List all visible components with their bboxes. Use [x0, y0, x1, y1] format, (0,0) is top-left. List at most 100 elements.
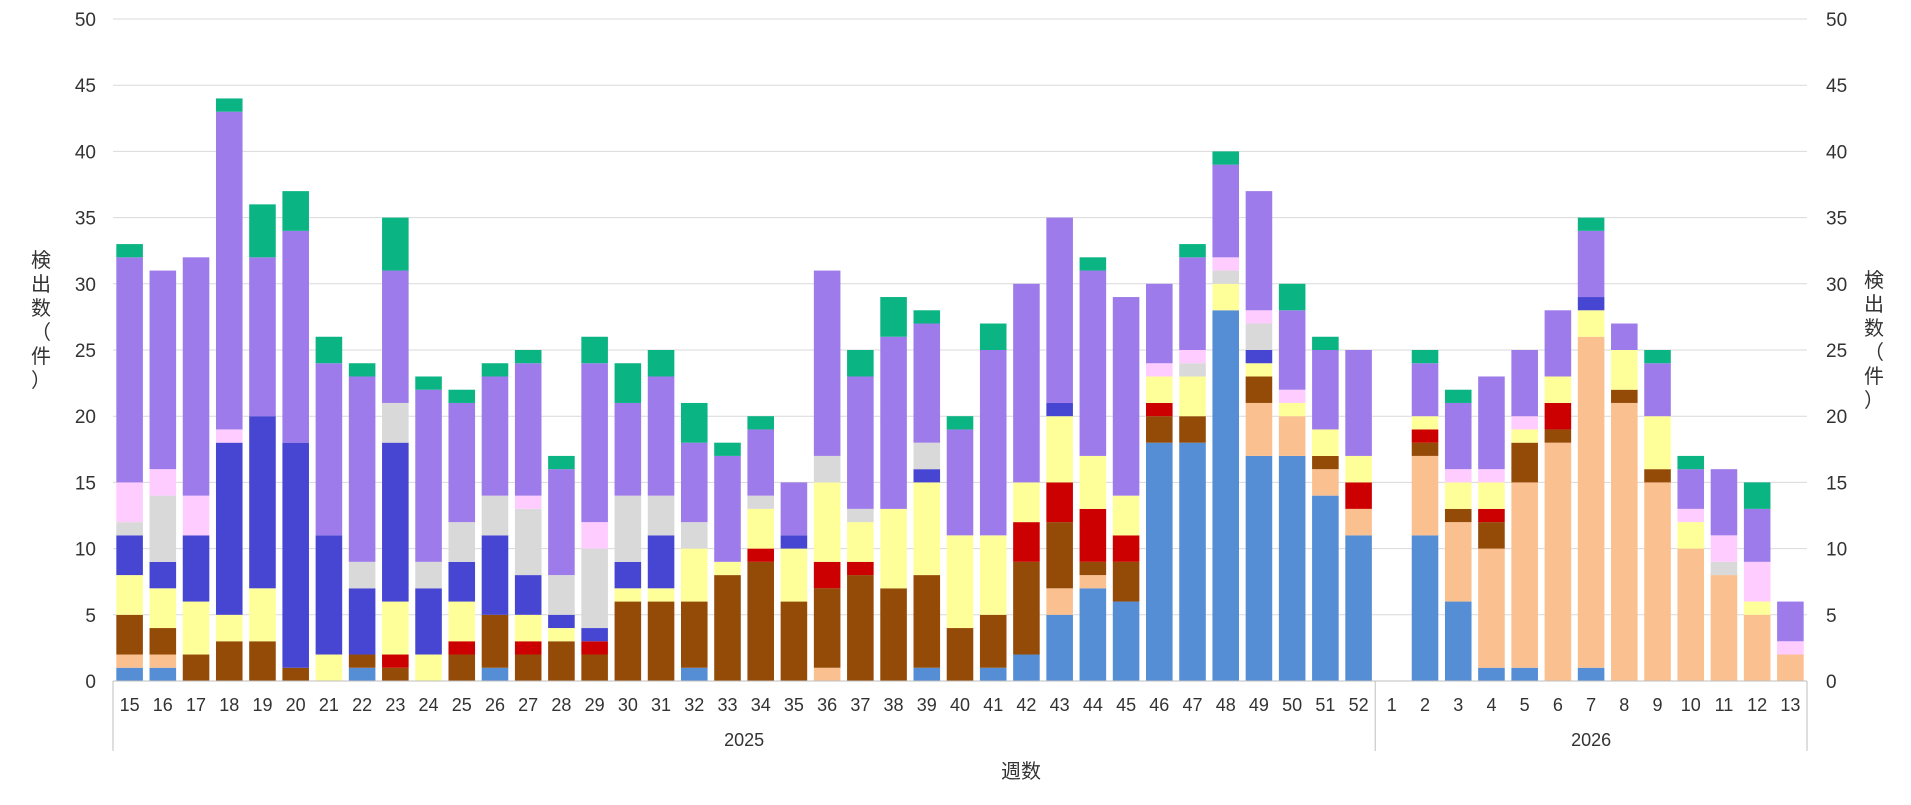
- bar-segment: [149, 654, 177, 668]
- bar-segment: [1079, 561, 1107, 576]
- x-tick-label: 40: [950, 695, 970, 715]
- x-tick-label: 23: [385, 695, 405, 715]
- bar-segment: [1511, 416, 1538, 430]
- bar-segment: [149, 270, 177, 470]
- bar-segment: [1212, 257, 1240, 271]
- bar-segment: [614, 495, 642, 562]
- bar-segment: [1444, 389, 1472, 403]
- bar-segment: [1743, 508, 1771, 562]
- bar-segment: [1511, 350, 1538, 417]
- bar-segment: [581, 654, 608, 681]
- bar-segment: [1511, 429, 1538, 443]
- bar-segment: [215, 429, 243, 443]
- bar-segment: [1146, 442, 1173, 681]
- bar-segment: [182, 535, 210, 602]
- bar-segment: [813, 561, 841, 589]
- y-tick-label-left: 50: [75, 10, 96, 31]
- bar-segment: [714, 561, 741, 576]
- bar-segment: [946, 535, 974, 629]
- bar-segment: [1611, 323, 1638, 350]
- bar-segment: [780, 482, 808, 536]
- bar-segment: [1312, 336, 1339, 350]
- bar-segment: [714, 442, 741, 456]
- bar-segment: [1644, 469, 1671, 483]
- bar-segment: [1013, 522, 1040, 562]
- bar-segment: [647, 535, 675, 589]
- x-tick-label: 32: [684, 695, 704, 715]
- bar-segment: [747, 495, 774, 509]
- bar-segment: [1245, 402, 1273, 456]
- x-tick-label: 45: [1116, 695, 1136, 715]
- bar-segment: [1212, 283, 1240, 311]
- bar-segment: [1146, 283, 1173, 364]
- bar-segment: [747, 416, 774, 430]
- bar-segment: [1577, 667, 1605, 681]
- bar-segment: [680, 601, 708, 668]
- bar-segment: [614, 363, 642, 403]
- bar-segment: [1079, 508, 1107, 562]
- y-tick-label-left: 30: [75, 275, 96, 296]
- x-tick-label: 35: [784, 695, 804, 715]
- bar-segment: [913, 323, 941, 443]
- bar-segment: [946, 628, 974, 681]
- bar-segment: [1212, 151, 1240, 165]
- bar-segment: [813, 482, 841, 562]
- bar-segment: [1046, 482, 1073, 523]
- bar-segment: [149, 561, 177, 589]
- bar-segment: [1710, 469, 1738, 536]
- y-tick-label-right: 25: [1826, 341, 1847, 362]
- bar-segment: [182, 495, 210, 536]
- x-tick-label: 15: [120, 695, 140, 715]
- bar-segment: [1079, 588, 1107, 681]
- x-tick-label: 2: [1420, 695, 1430, 715]
- bar-segment: [514, 495, 542, 509]
- bar-segment: [1312, 350, 1339, 430]
- bar-segment: [1146, 402, 1173, 417]
- bar-segment: [813, 455, 841, 483]
- bar-segment: [481, 614, 509, 668]
- bar-segment: [382, 217, 409, 271]
- bar-segment: [1212, 270, 1240, 284]
- x-tick-label: 3: [1453, 695, 1463, 715]
- bar-segment: [1278, 455, 1306, 681]
- bar-segment: [813, 270, 841, 456]
- x-tick-label: 25: [452, 695, 472, 715]
- bar-segment: [215, 614, 243, 642]
- bar-segment: [448, 389, 476, 403]
- x-tick-label: 1: [1387, 695, 1397, 715]
- bar-segment: [116, 654, 143, 668]
- x-tick-label: 39: [917, 695, 937, 715]
- x-tick-label: 26: [485, 695, 505, 715]
- bar-segment: [1179, 363, 1206, 377]
- bar-segment: [979, 614, 1007, 668]
- bar-segment: [1743, 561, 1771, 602]
- bar-segment: [1411, 535, 1439, 681]
- bar-segment: [1777, 641, 1804, 655]
- bar-segment: [1046, 402, 1073, 417]
- bar-segment: [979, 350, 1007, 536]
- bar-segment: [1146, 416, 1173, 443]
- y-tick-label-right: 35: [1826, 209, 1847, 230]
- bar-segment: [1046, 614, 1073, 681]
- bar-segment: [1644, 482, 1671, 681]
- x-tick-label: 9: [1653, 695, 1663, 715]
- x-tick-label: 6: [1553, 695, 1563, 715]
- x-tick-label: 16: [153, 695, 173, 715]
- x-tick-label: 29: [585, 695, 605, 715]
- bar-segment: [514, 575, 542, 615]
- bar-segment: [448, 601, 476, 642]
- bar-segment: [282, 230, 309, 443]
- bar-segment: [847, 376, 874, 509]
- bar-segment: [315, 654, 343, 681]
- bar-segment: [1644, 350, 1671, 364]
- x-tick-label: 33: [717, 695, 737, 715]
- bar-segment: [614, 402, 642, 496]
- bar-segment: [1345, 482, 1372, 509]
- bar-segment: [946, 429, 974, 536]
- bar-segment: [1112, 601, 1140, 681]
- bar-segment: [348, 561, 376, 589]
- bar-segment: [1245, 376, 1273, 403]
- bar-segment: [514, 508, 542, 576]
- bar-segment: [149, 495, 177, 562]
